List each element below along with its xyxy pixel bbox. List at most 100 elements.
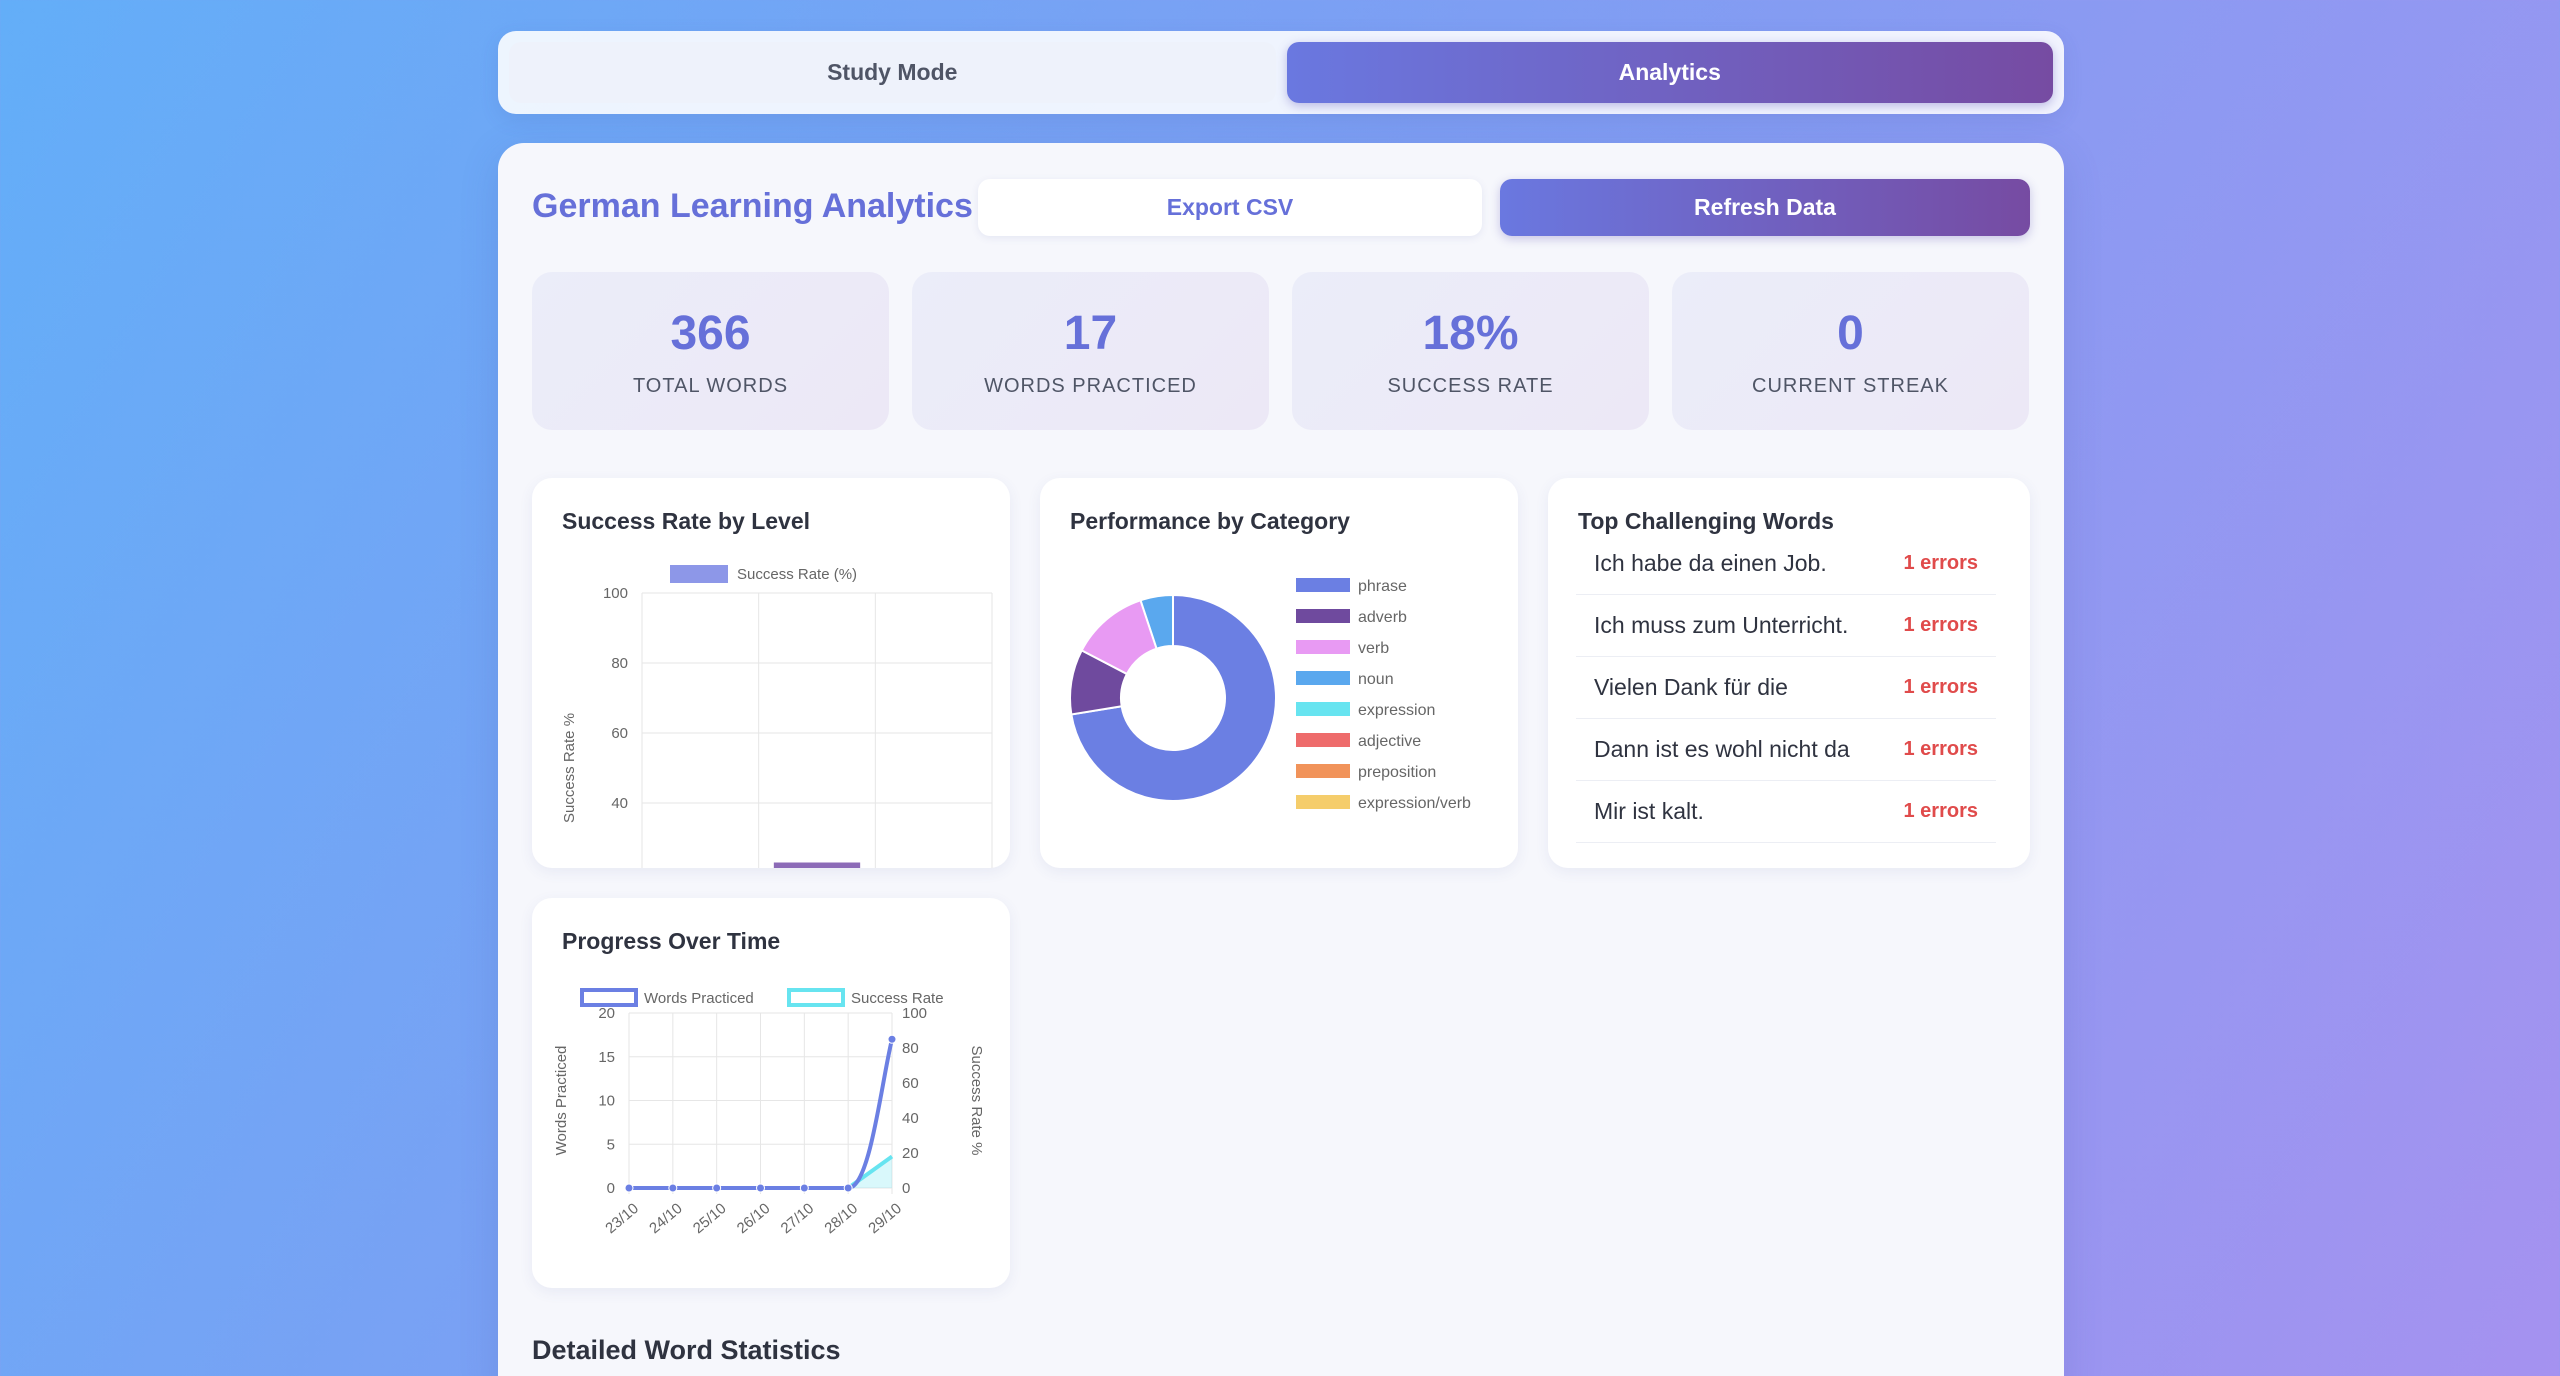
legend-swatch xyxy=(1296,640,1350,654)
export-csv-button[interactable]: Export CSV xyxy=(978,179,1482,236)
stat-card-words-practiced: 17 WORDS PRACTICED xyxy=(912,272,1269,430)
word-text: Ich muss zum Unterricht. xyxy=(1594,612,1849,638)
legend-swatch xyxy=(1296,609,1350,623)
y-tick-label-right: 80 xyxy=(902,1040,919,1057)
word-text: Ich habe da einen Job. xyxy=(1594,550,1827,576)
success-rate-area xyxy=(629,1156,892,1188)
panel-title: Top Challenging Words xyxy=(1578,508,1834,534)
y-tick-label: 20 xyxy=(611,865,628,868)
stat-card-success-rate: 18% SUCCESS RATE xyxy=(1292,272,1649,430)
legend-label: Success Rate (%) xyxy=(737,566,857,583)
tab-study-mode[interactable]: Study Mode xyxy=(509,42,1276,103)
list-item[interactable]: Ich habe da einen Job. 1 errors xyxy=(1576,533,1996,595)
refresh-data-button[interactable]: Refresh Data xyxy=(1500,179,2030,236)
analytics-card: German Learning Analytics Export CSV Ref… xyxy=(498,143,2064,1376)
legend-swatch xyxy=(670,565,728,583)
legend-label: expression/verb xyxy=(1358,795,1471,812)
words-practiced-point xyxy=(624,1183,634,1193)
error-count: 1 errors xyxy=(1903,738,1979,760)
y-tick-label: 100 xyxy=(603,585,628,602)
stat-value: 18% xyxy=(1422,307,1519,360)
progress-line-chart: Words Practiced Success Rate 0 5 10 15 20 0 20 40… xyxy=(553,988,985,1237)
words-practiced-point xyxy=(887,1034,897,1044)
error-count: 1 errors xyxy=(1903,676,1979,698)
challenging-words-panel: Top Challenging Words Ich habe da einen … xyxy=(1548,478,2030,868)
y-tick-label-right: 20 xyxy=(902,1145,919,1162)
y-tick-label-left: 15 xyxy=(598,1049,615,1066)
error-count: 1 errors xyxy=(1903,800,1979,822)
page-title: German Learning Analytics xyxy=(532,187,973,225)
y-tick-label-right: 60 xyxy=(902,1075,919,1092)
list-item[interactable]: Mir ist kalt. 1 errors xyxy=(1576,781,1996,843)
view-tabs: Study Mode Analytics xyxy=(498,31,2064,114)
x-tick-label: 23/10 xyxy=(602,1200,642,1237)
legend-swatch xyxy=(1296,733,1350,747)
legend-swatch xyxy=(1296,795,1350,809)
stat-card-total-words: 366 TOTAL WORDS xyxy=(532,272,889,430)
y-axis-label: Success Rate % xyxy=(561,713,578,823)
progress-chart-panel: Progress Over Time Words Practiced Succes… xyxy=(532,898,1010,1288)
y-tick-label: 60 xyxy=(611,725,628,742)
y-tick-label-left: 20 xyxy=(598,1005,615,1022)
y-axis-label-right: Success Rate % xyxy=(968,1045,985,1155)
x-tick-label: 24/10 xyxy=(646,1200,686,1237)
stat-card-current-streak: 0 CURRENT STREAK xyxy=(1672,272,2029,430)
legend-label: phrase xyxy=(1358,578,1407,595)
legend-label: Words Practiced xyxy=(644,990,754,1007)
y-tick-label-right: 0 xyxy=(902,1180,910,1197)
tab-analytics[interactable]: Analytics xyxy=(1286,42,2053,103)
y-tick-label-left: 10 xyxy=(598,1093,615,1110)
error-count: 1 errors xyxy=(1903,552,1979,574)
y-tick-label-right: 40 xyxy=(902,1110,919,1127)
word-text: Vielen Dank für die xyxy=(1594,674,1788,700)
list-item[interactable]: Dann ist es wohl nicht da 1 errors xyxy=(1576,719,1996,781)
category-chart-panel: Performance by Category phrase adverb verb… xyxy=(1040,478,1518,868)
stat-label: CURRENT STREAK xyxy=(1752,375,1949,397)
legend-label: noun xyxy=(1358,671,1394,688)
legend-label: Success Rate xyxy=(851,990,944,1007)
words-practiced-point xyxy=(712,1183,722,1193)
x-tick-label: 28/10 xyxy=(821,1200,861,1237)
x-tick-label: 29/10 xyxy=(865,1200,905,1237)
panel-title: Performance by Category xyxy=(1070,508,1350,534)
stat-value: 17 xyxy=(1063,307,1118,360)
y-tick-label: 80 xyxy=(611,655,628,672)
words-practiced-point xyxy=(799,1183,809,1193)
legend-swatch xyxy=(1296,578,1350,592)
stat-label: WORDS PRACTICED xyxy=(984,375,1197,397)
list-item[interactable]: Vielen Dank für die 1 errors xyxy=(1576,657,1996,719)
legend-label: verb xyxy=(1358,640,1389,657)
y-tick-label-left: 0 xyxy=(607,1180,615,1197)
level-chart-panel: Success Rate by Level Success Rate (%)02… xyxy=(532,478,1010,868)
word-text: Dann ist es wohl nicht da xyxy=(1594,736,1850,762)
stat-value: 0 xyxy=(1837,307,1864,360)
legend-swatch xyxy=(580,988,638,1007)
legend-swatch xyxy=(1296,764,1350,778)
legend-swatch xyxy=(1296,671,1350,685)
word-text: Mir ist kalt. xyxy=(1594,798,1704,824)
x-tick-label: 25/10 xyxy=(690,1200,730,1237)
y-tick-label-right: 100 xyxy=(902,1005,927,1022)
legend-swatch xyxy=(1296,702,1350,716)
panel-title: Progress Over Time xyxy=(562,928,781,954)
words-practiced-point xyxy=(843,1183,853,1193)
legend-label: adverb xyxy=(1358,609,1407,626)
slice-phrase xyxy=(1070,593,1277,802)
stat-label: SUCCESS RATE xyxy=(1387,375,1554,397)
y-tick-label-left: 5 xyxy=(607,1136,615,1153)
bar-a2 xyxy=(773,862,861,868)
y-axis-label-left: Words Practiced xyxy=(553,1046,570,1156)
x-tick-label: 26/10 xyxy=(734,1200,774,1237)
words-practiced-point xyxy=(668,1183,678,1193)
panel-title: Success Rate by Level xyxy=(562,508,811,534)
legend-label: adjective xyxy=(1358,733,1421,750)
detailed-stats-title: Detailed Word Statistics xyxy=(532,1335,841,1365)
error-count: 1 errors xyxy=(1903,614,1979,636)
list-item[interactable]: Ich muss zum Unterricht. 1 errors xyxy=(1576,595,1996,657)
y-tick-label: 40 xyxy=(611,795,628,812)
stat-label: TOTAL WORDS xyxy=(632,375,789,397)
words-practiced-point xyxy=(756,1183,765,1193)
x-tick-label: 27/10 xyxy=(778,1200,818,1237)
stat-value: 366 xyxy=(670,307,751,360)
legend-label: preposition xyxy=(1358,764,1436,781)
